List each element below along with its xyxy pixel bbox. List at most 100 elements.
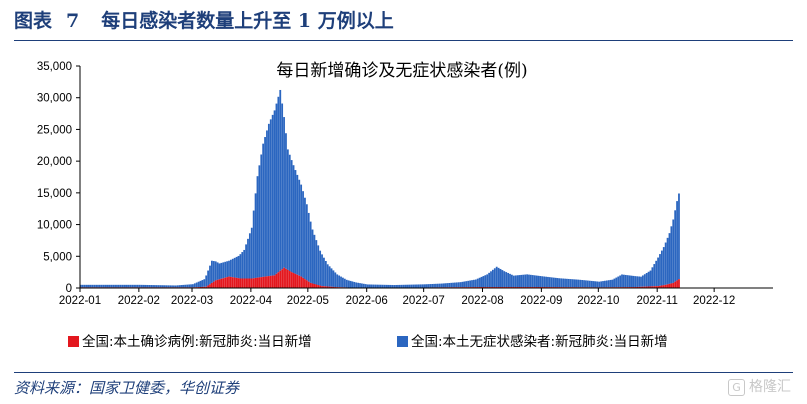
asymptomatic-bar: [609, 279, 612, 288]
asymptomatic-bar: [499, 268, 502, 288]
asymptomatic-bar: [159, 285, 162, 288]
asymptomatic-bar: [469, 280, 472, 288]
x-tick-label: 2022-09: [520, 295, 562, 307]
asymptomatic-bar: [266, 130, 268, 277]
asymptomatic-bar: [539, 276, 542, 288]
y-tick-label: 25,000: [37, 124, 72, 136]
asymptomatic-bar: [448, 282, 451, 288]
asymptomatic-bar: [368, 284, 371, 288]
y-tick-label: 35,000: [37, 61, 72, 73]
confirmed-bar: [655, 286, 658, 288]
asymptomatic-bar: [119, 284, 122, 288]
asymptomatic-bar: [501, 270, 504, 288]
asymptomatic-bar: [324, 260, 327, 287]
asymptomatic-bar: [474, 279, 477, 288]
asymptomatic-bar: [548, 277, 551, 288]
asymptomatic-bar: [220, 262, 223, 279]
confirmed-bar: [216, 279, 219, 288]
confirmed-bar: [269, 275, 272, 288]
confirmed-bar: [672, 282, 675, 288]
asymptomatic-bar: [438, 283, 441, 288]
infection-chart: 0 5,000 10,000 15,000 20,000 25,000 30,000 35,0…: [37, 61, 773, 350]
asymptomatic-bar: [408, 284, 411, 288]
y-tick-label: 5,000: [43, 251, 72, 263]
asymptomatic-bar: [302, 191, 304, 278]
asymptomatic-bar: [167, 285, 170, 288]
asymptomatic-bar: [205, 275, 208, 287]
asymptomatic-bar: [579, 279, 582, 288]
confirmed-bar: [201, 286, 204, 288]
asymptomatic-bar: [592, 281, 595, 288]
y-tick-label: 20,000: [37, 156, 72, 168]
asymptomatic-bar: [545, 276, 547, 288]
asymptomatic-bar: [381, 284, 384, 288]
confirmed-bar: [304, 279, 306, 288]
asymptomatic-bar: [514, 275, 517, 288]
confirmed-bar: [211, 282, 213, 288]
asymptomatic-bar: [212, 261, 215, 282]
asymptomatic-bar: [558, 278, 561, 288]
asymptomatic-bar: [436, 283, 439, 288]
asymptomatic-bar: [613, 278, 616, 288]
asymptomatic-bar: [285, 133, 287, 269]
asymptomatic-bar: [600, 281, 603, 288]
asymptomatic-bar: [531, 275, 534, 288]
asymptomatic-bar: [395, 284, 397, 288]
confirmed-bar: [311, 283, 314, 288]
x-tick-label: 2022-07: [403, 295, 445, 307]
asymptomatic-bar: [588, 280, 591, 288]
asymptomatic-bar: [678, 193, 680, 280]
asymptomatic-bar: [676, 201, 678, 281]
asymptomatic-bar: [154, 285, 156, 288]
asymptomatic-bar: [505, 272, 508, 288]
asymptomatic-bar: [372, 284, 375, 288]
asymptomatic-bar: [207, 270, 210, 286]
confirmed-bar: [212, 281, 215, 288]
asymptomatic-bar: [628, 275, 631, 288]
asymptomatic-bar: [228, 260, 230, 277]
asymptomatic-bar: [400, 284, 403, 288]
confirmed-bar: [273, 275, 276, 288]
asymptomatic-bar: [414, 284, 416, 288]
asymptomatic-bar: [605, 280, 608, 288]
asymptomatic-bar: [482, 276, 485, 288]
asymptomatic-bar: [370, 284, 373, 288]
asymptomatic-bar: [524, 274, 527, 288]
confirmed-bar: [328, 286, 331, 288]
asymptomatic-bar: [209, 265, 211, 285]
asymptomatic-bar: [378, 284, 380, 288]
confirmed-bar: [323, 286, 325, 288]
asymptomatic-bar: [169, 285, 172, 288]
confirmed-bar: [205, 286, 208, 288]
asymptomatic-bar: [660, 250, 663, 286]
asymptomatic-bar: [543, 276, 546, 288]
asymptomatic-bar: [165, 285, 168, 288]
asymptomatic-bar: [117, 284, 120, 288]
x-tick-label: 2022-12: [693, 295, 735, 307]
confirmed-bar: [332, 286, 335, 288]
asymptomatic-bar: [454, 282, 456, 288]
legend-label-asymptomatic: 全国:本土无症状感染者:新冠肺炎:当日新增: [411, 333, 668, 350]
asymptomatic-bar: [360, 283, 363, 288]
asymptomatic-bar: [334, 272, 337, 288]
confirmed-bar: [285, 268, 287, 288]
legend-swatch-confirmed: [68, 336, 79, 347]
asymptomatic-bar: [480, 276, 483, 288]
asymptomatic-bar: [305, 204, 308, 281]
asymptomatic-bar: [550, 277, 553, 288]
confirmed-bar: [279, 270, 282, 288]
asymptomatic-bar: [296, 174, 299, 275]
asymptomatic-bar: [598, 281, 601, 288]
asymptomatic-bar: [522, 274, 525, 288]
x-tick-label: 2022-11: [637, 295, 678, 307]
confirmed-bar: [224, 277, 227, 288]
confirmed-bar: [330, 286, 333, 288]
asymptomatic-bar: [351, 281, 354, 288]
asymptomatic-bar: [114, 284, 116, 288]
confirmed-bar: [647, 286, 650, 288]
confirmed-bar: [651, 286, 654, 288]
asymptomatic-bar: [192, 284, 194, 288]
asymptomatic-bar: [493, 268, 496, 288]
asymptomatic-bar: [161, 285, 164, 288]
asymptomatic-bar: [507, 272, 509, 288]
